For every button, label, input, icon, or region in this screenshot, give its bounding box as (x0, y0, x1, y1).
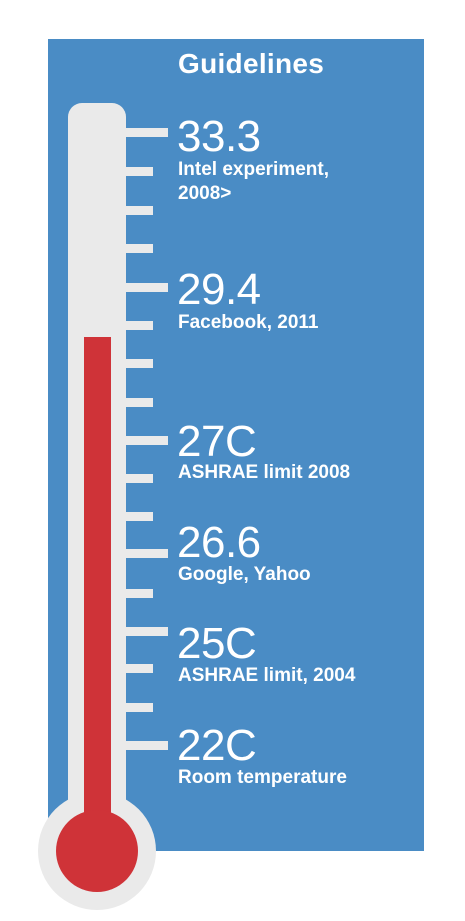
tick-major (126, 283, 168, 292)
guideline-label: Intel experiment, (178, 159, 329, 180)
guideline-value: 22C (177, 721, 257, 770)
guideline-value: 29.4 (177, 265, 261, 314)
guideline-label: ASHRAE limit 2008 (178, 462, 351, 483)
tick-major (126, 741, 168, 750)
guideline-label: Facebook, 2011 (178, 312, 319, 333)
tick-major (126, 128, 168, 137)
tick-major (126, 627, 168, 636)
guideline-label: ASHRAE limit, 2004 (178, 665, 356, 686)
tick-minor (126, 398, 153, 407)
guideline-label: Room temperature (178, 767, 347, 788)
guideline-value: 26.6 (177, 518, 261, 567)
tick-minor (126, 589, 153, 598)
guideline-value: 25C (177, 619, 257, 668)
guideline-label: Google, Yahoo (178, 564, 311, 585)
tick-minor (126, 359, 153, 368)
thermometer-mercury-column (84, 337, 111, 837)
tick-minor (126, 206, 153, 215)
tick-minor (126, 512, 153, 521)
tick-minor (126, 474, 153, 483)
page-title: Guidelines (178, 48, 325, 79)
tick-major (126, 436, 168, 445)
tick-minor (126, 664, 153, 673)
tick-major (126, 549, 168, 558)
tick-minor (126, 703, 153, 712)
thermometer-bulb (56, 810, 138, 892)
tick-minor (126, 244, 153, 253)
guideline-label: 2008> (178, 183, 232, 204)
guideline-value: 27C (177, 417, 257, 466)
tick-minor (126, 167, 153, 176)
guideline-value: 33.3 (177, 112, 261, 161)
tick-minor (126, 321, 153, 330)
